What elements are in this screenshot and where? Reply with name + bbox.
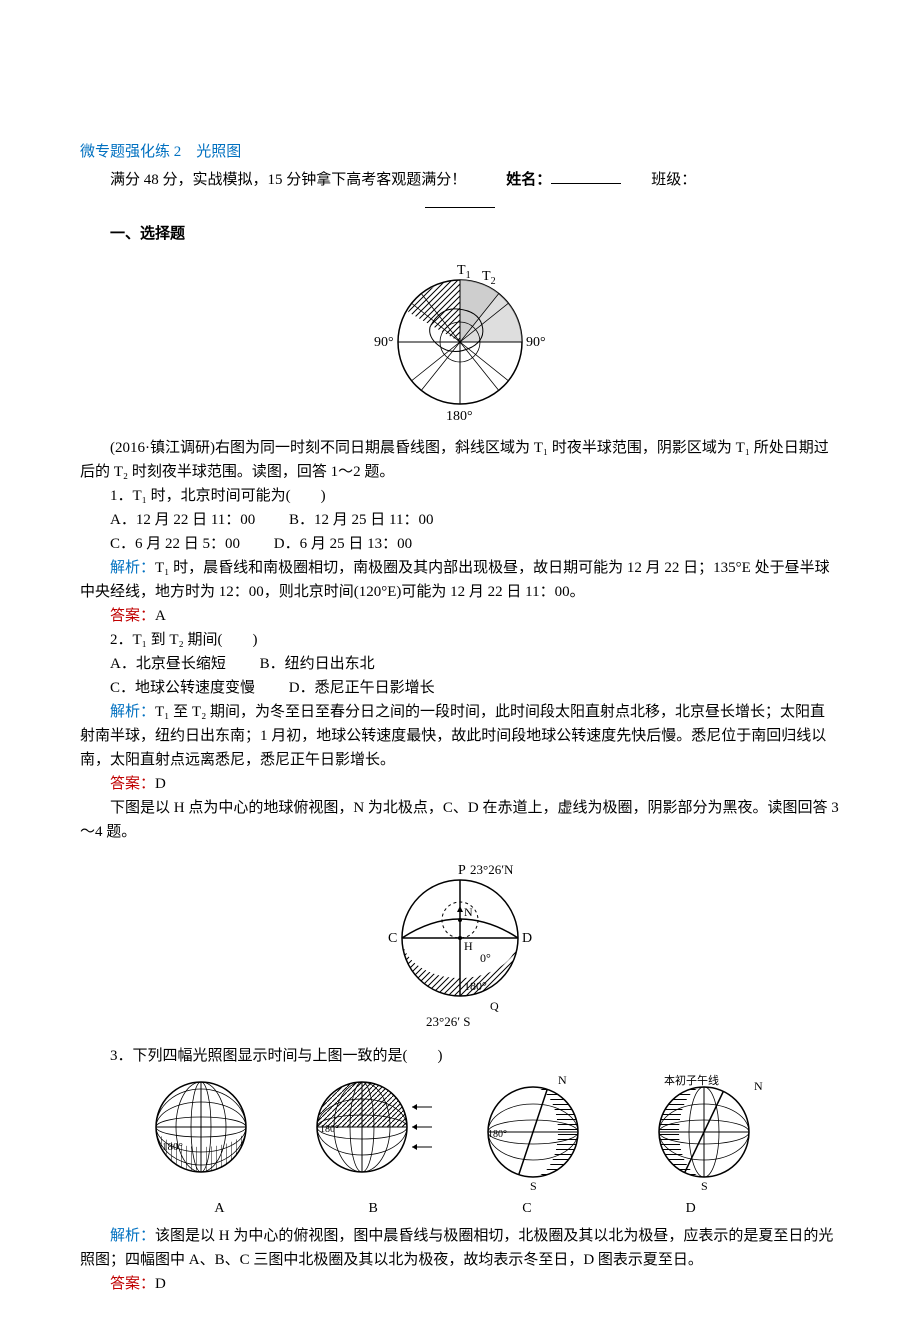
- q3-fig-d: 本初子午线 N S: [624, 1072, 794, 1192]
- svg-text:180°: 180°: [320, 1124, 339, 1135]
- section-head: 一、选择题: [80, 222, 840, 246]
- intro-text: 满分 48 分，实战模拟，15 分钟拿下高考客观题满分！: [80, 168, 466, 192]
- svg-text:S: S: [530, 1179, 537, 1192]
- svg-text:N: N: [558, 1073, 567, 1087]
- q2-jiexi-text: T₁ 至 T₂ 期间，为冬至日至春分日之间的一段时间，此时间段太阳直射点北移，北…: [80, 704, 826, 768]
- q3-stem: 3．下列四幅光照图显示时间与上图一致的是( ): [80, 1044, 840, 1068]
- fig2-180: 180°: [464, 979, 487, 993]
- topic-title: 微专题强化练 2 光照图: [80, 140, 840, 164]
- q3-fig-labels: A B C D: [80, 1196, 840, 1220]
- fig1-left: 90°: [374, 335, 394, 350]
- fig2-C: C: [388, 931, 397, 946]
- svg-text:S: S: [701, 1179, 708, 1192]
- ans-label: 答案：: [110, 776, 155, 792]
- fig2-D: D: [522, 931, 532, 946]
- svg-text:180°: 180°: [488, 1129, 507, 1140]
- svg-text:180°: 180°: [162, 1141, 183, 1153]
- class-blank[interactable]: [425, 192, 495, 208]
- q3-figures: 180° 180°: [80, 1072, 840, 1192]
- q1-opt-a[interactable]: A．12 月 22 日 11：00: [110, 508, 255, 532]
- q3-fig-c: N 180° S: [458, 1072, 608, 1192]
- q1-opt-b[interactable]: B．12 月 25 日 11：00: [289, 508, 433, 532]
- ans-label: 答案：: [110, 608, 155, 624]
- q2-ans: 答案：D: [80, 772, 840, 796]
- svg-text:本初子午线: 本初子午线: [664, 1073, 719, 1087]
- q2-opt-a[interactable]: A．北京昼长缩短: [110, 652, 226, 676]
- q1-choices: A．12 月 22 日 11：00 B．12 月 25 日 11：00 C．6 …: [80, 508, 840, 556]
- fig2-N: N: [464, 905, 473, 919]
- q1-stem: 1．T₁ 时，北京时间可能为( ): [80, 484, 840, 508]
- q3-label-b: B: [298, 1198, 448, 1220]
- q1-opt-d[interactable]: D．6 月 25 日 13：00: [274, 532, 412, 556]
- fig2-Q: Q: [490, 999, 499, 1013]
- figure-1: T1 T2 90° 90° 180°: [80, 252, 840, 430]
- q3-jiexi-text: 该图是以 H 为中心的俯视图，图中晨昏线与极圈相切，北极圈及其以北为极昼，应表示…: [80, 1228, 833, 1268]
- q3-fig-a: 180°: [126, 1072, 276, 1192]
- fig2-zero: 0°: [480, 951, 491, 965]
- q1-ans-text: A: [155, 608, 166, 624]
- q2-choices: A．北京昼长缩短 B．纽约日出东北 C．地球公转速度变慢 D．悉尼正午日影增长: [80, 652, 840, 700]
- q3-ans: 答案：D: [80, 1272, 840, 1296]
- fig2-Pval: 23°26′N: [470, 862, 514, 877]
- q3-ans-text: D: [155, 1276, 166, 1292]
- fig2-Qval: 23°26′ S: [426, 1014, 471, 1029]
- fig2-P: P: [458, 863, 466, 878]
- q2-opt-d[interactable]: D．悉尼正午日影增长: [289, 676, 435, 700]
- q2-ans-text: D: [155, 776, 166, 792]
- fig2-H: H: [464, 939, 473, 953]
- q-intro-2: 下图是以 H 点为中心的地球俯视图，N 为北极点，C、D 在赤道上，虚线为极圈，…: [80, 796, 840, 844]
- name-blank[interactable]: [551, 168, 621, 184]
- q3-fig-b: 180°: [292, 1072, 442, 1192]
- name-label: 姓名：: [506, 168, 551, 192]
- info-line: 满分 48 分，实战模拟，15 分钟拿下高考客观题满分！ 姓名： 班级：: [80, 168, 840, 192]
- q2-opt-b[interactable]: B．纽约日出东北: [260, 652, 375, 676]
- q2-jiexi: 解析：T₁ 至 T₂ 期间，为冬至日至春分日之间的一段时间，此时间段太阳直射点北…: [80, 700, 840, 772]
- q3-jiexi: 解析：该图是以 H 为中心的俯视图，图中晨昏线与极圈相切，北极圈及其以北为极昼，…: [80, 1224, 840, 1272]
- q1-opt-c[interactable]: C．6 月 22 日 5：00: [110, 532, 240, 556]
- q2-stem: 2．T₁ 到 T₂ 期间( ): [80, 628, 840, 652]
- figure-2: P 23°26′N C D N H 0° 180° Q 23°26′ S: [80, 850, 840, 1038]
- q-intro-1: (2016·镇江调研)右图为同一时刻不同日期晨昏线图，斜线区域为 T₁ 时夜半球…: [80, 436, 840, 484]
- page: 微专题强化练 2 光照图 满分 48 分，实战模拟，15 分钟拿下高考客观题满分…: [0, 0, 920, 1336]
- q2-opt-c[interactable]: C．地球公转速度变慢: [110, 676, 255, 700]
- jiexi-label: 解析：: [110, 560, 155, 576]
- svg-text:N: N: [754, 1079, 763, 1093]
- q1-jiexi: 解析：T₁ 时，晨昏线和南极圈相切，南极圈及其内部出现极昼，故日期可能为 12 …: [80, 556, 840, 604]
- fig1-t1: T1: [457, 263, 471, 281]
- q3-label-c: C: [452, 1198, 602, 1220]
- jiexi-label: 解析：: [110, 1228, 155, 1244]
- class-label: 班级：: [651, 168, 696, 192]
- fig1-bottom: 180°: [446, 409, 473, 422]
- q1-jiexi-text: T₁ 时，晨昏线和南极圈相切，南极圈及其内部出现极昼，故日期可能为 12 月 2…: [80, 560, 830, 600]
- jiexi-label: 解析：: [110, 704, 155, 720]
- q1-ans: 答案：A: [80, 604, 840, 628]
- q3-label-d: D: [606, 1198, 776, 1220]
- ans-label: 答案：: [110, 1276, 155, 1292]
- fig1-right: 90°: [526, 335, 546, 350]
- q3-label-a: A: [144, 1198, 294, 1220]
